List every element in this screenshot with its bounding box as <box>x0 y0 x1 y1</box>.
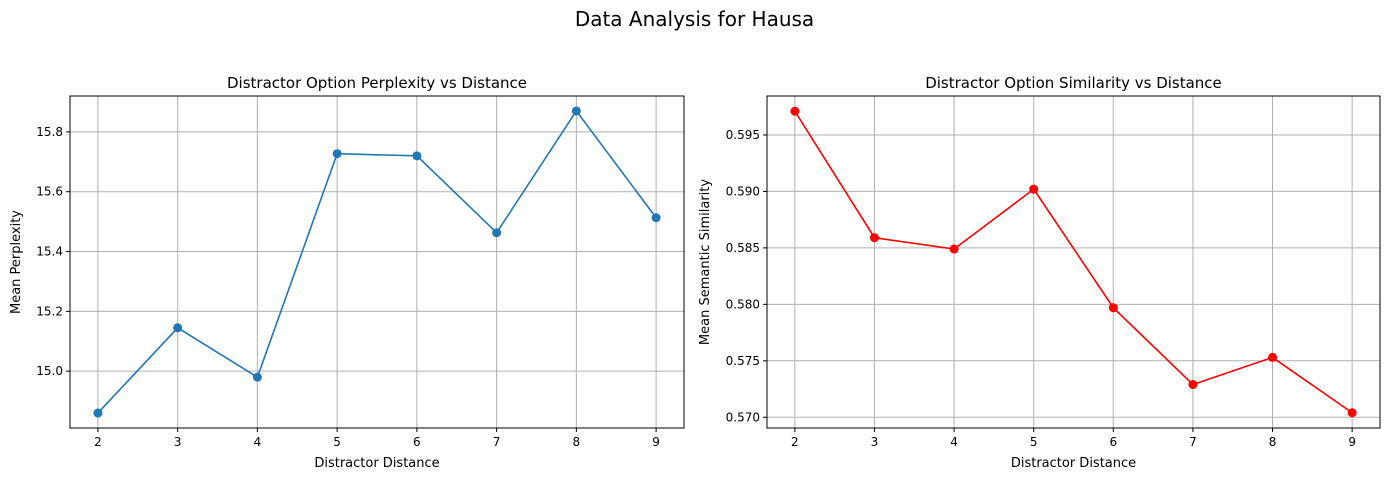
similarity-data-point <box>869 233 879 243</box>
perplexity-x-tick-label: 5 <box>333 435 341 449</box>
similarity-series-line <box>794 110 1353 414</box>
perplexity-data-point <box>252 372 262 382</box>
perplexity-x-tick-label: 4 <box>254 435 262 449</box>
perplexity-data-point <box>332 149 342 159</box>
perplexity-data-point <box>492 228 502 238</box>
similarity-y-tick-label: 0.585 <box>726 241 760 255</box>
perplexity-chart-title: Distractor Option Perplexity vs Distance <box>227 74 527 92</box>
similarity-x-tick-label: 6 <box>1109 435 1117 449</box>
perplexity-data-point <box>651 213 661 223</box>
similarity-data-point <box>1108 303 1118 313</box>
perplexity-data-point <box>93 408 103 418</box>
similarity-data-point <box>1029 184 1039 194</box>
similarity-axes-frame <box>766 95 1381 429</box>
similarity-data-point <box>790 106 800 116</box>
similarity-x-tick-label: 3 <box>871 435 879 449</box>
perplexity-y-tick-label: 15.4 <box>36 245 63 259</box>
similarity-y-tick-label: 0.580 <box>726 297 760 311</box>
perplexity-y-tick-label: 15.8 <box>36 125 63 139</box>
similarity-chart-panel: 2 3 4 5 6 7 8 9 0.570 0.575 0.580 0.585 0.590 0.595 Di… <box>698 74 1381 471</box>
similarity-data-point <box>1268 352 1278 362</box>
similarity-y-tick-label: 0.570 <box>726 410 760 424</box>
figure-suptitle: Data Analysis for Hausa <box>575 7 814 31</box>
similarity-chart-title: Distractor Option Similarity vs Distance <box>925 74 1222 92</box>
perplexity-x-tick-label: 3 <box>174 435 182 449</box>
similarity-data-point <box>1347 408 1357 418</box>
perplexity-y-axis-label: Mean Perplexity <box>9 210 24 314</box>
similarity-data-point <box>1188 380 1198 390</box>
perplexity-data-point <box>571 106 581 116</box>
perplexity-x-tick-label: 8 <box>573 435 581 449</box>
similarity-x-tick-label: 4 <box>950 435 958 449</box>
perplexity-y-tick-label: 15.0 <box>36 364 63 378</box>
perplexity-y-tick-label: 15.2 <box>36 304 63 318</box>
similarity-y-tick-label: 0.590 <box>726 184 760 198</box>
perplexity-data-point <box>173 323 183 333</box>
similarity-y-tick-label: 0.575 <box>726 354 760 368</box>
similarity-x-tick-label: 7 <box>1189 435 1197 449</box>
perplexity-chart-panel: 2 3 4 5 6 7 8 9 15.0 15.2 15.4 15.6 15.8 Distractor O… <box>9 74 685 471</box>
perplexity-axes-frame <box>69 95 685 429</box>
perplexity-x-tick-label: 9 <box>652 435 660 449</box>
perplexity-x-axis-label: Distractor Distance <box>314 456 439 471</box>
perplexity-y-tick-label: 15.6 <box>36 185 63 199</box>
similarity-data-point <box>949 244 959 254</box>
similarity-x-axis-label: Distractor Distance <box>1011 456 1136 471</box>
similarity-x-tick-label: 8 <box>1269 435 1277 449</box>
perplexity-series-line <box>97 109 657 414</box>
perplexity-x-tick-label: 2 <box>94 435 102 449</box>
perplexity-x-tick-label: 6 <box>413 435 421 449</box>
perplexity-data-point <box>412 151 422 161</box>
similarity-x-tick-label: 2 <box>791 435 799 449</box>
similarity-y-axis-label: Mean Semantic Similarity <box>698 179 713 345</box>
perplexity-x-tick-label: 7 <box>493 435 501 449</box>
similarity-y-tick-label: 0.595 <box>726 128 760 142</box>
similarity-x-tick-label: 9 <box>1348 435 1356 449</box>
similarity-x-tick-label: 5 <box>1030 435 1038 449</box>
